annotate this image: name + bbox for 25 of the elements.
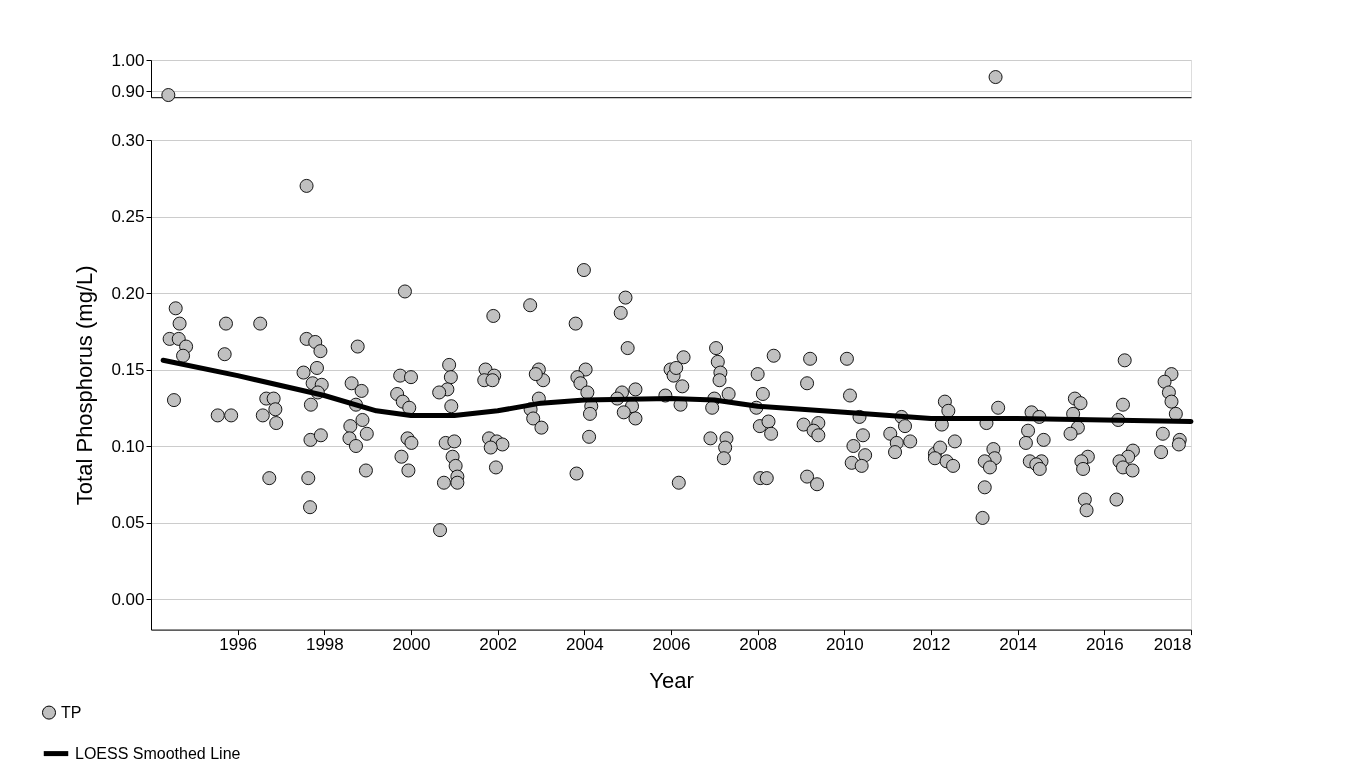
y-tick-label: 0.05 bbox=[111, 513, 145, 532]
x-tick-label: 2016 bbox=[1085, 635, 1124, 655]
x-tick-label: 2010 bbox=[825, 635, 864, 655]
y-tick-label: 0.20 bbox=[111, 283, 145, 303]
x-tick-label: 2002 bbox=[479, 635, 518, 655]
y-tick-label: 1.00 bbox=[111, 50, 145, 70]
y-tick-label: 0.25 bbox=[111, 207, 145, 226]
x-tick-label: 2008 bbox=[739, 635, 778, 655]
y-tick-label: 0.10 bbox=[111, 436, 145, 456]
x-tick-label: 2000 bbox=[392, 635, 431, 655]
x-tick-label: 1996 bbox=[219, 635, 258, 655]
x-tick-label: 1998 bbox=[305, 635, 344, 655]
legend-label: LOESS Smoothed Line bbox=[75, 744, 241, 762]
x-tick-label: 2012 bbox=[912, 635, 951, 655]
y-tick-label: 0.15 bbox=[111, 360, 145, 379]
y-tick-label: 0.00 bbox=[111, 589, 145, 609]
x-tick-label: 2014 bbox=[999, 635, 1038, 655]
x-tick-label: 2018 bbox=[1153, 635, 1192, 655]
x-tick-label: 2006 bbox=[652, 635, 691, 655]
x-tick-label: 2004 bbox=[565, 635, 604, 655]
legend-label: TP bbox=[61, 703, 82, 721]
y-tick-label: 0.30 bbox=[111, 130, 145, 150]
y-tick-label: 0.90 bbox=[111, 81, 145, 101]
y-axis-title: Total Phosphorus (mg/L) bbox=[72, 265, 98, 506]
x-axis-title: Year bbox=[649, 668, 694, 694]
